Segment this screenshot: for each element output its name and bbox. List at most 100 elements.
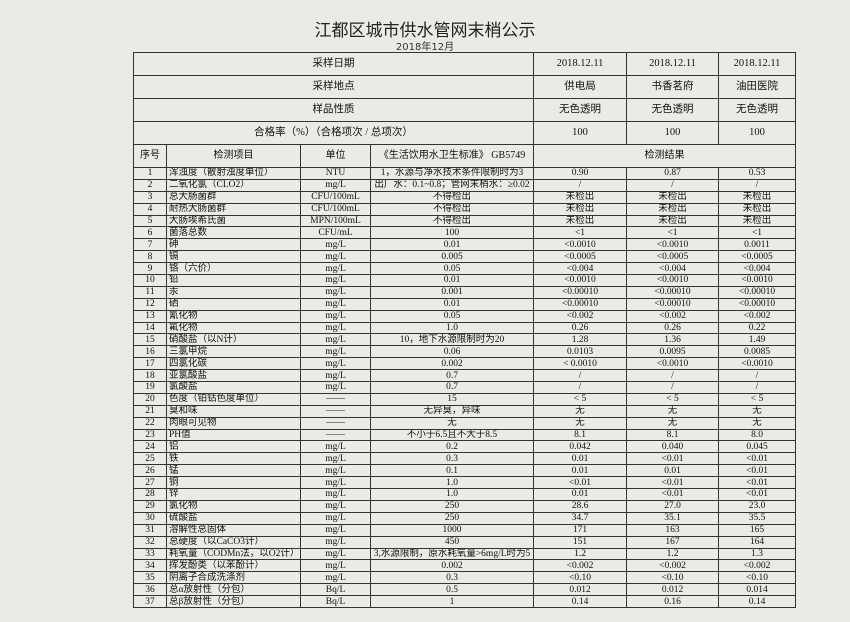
item: 锰	[166, 464, 301, 478]
standard: 1.0	[370, 488, 534, 501]
subtitle: 2018年12月	[395, 42, 455, 53]
result: 1.2	[533, 547, 627, 561]
unit: mg/L	[300, 499, 371, 513]
row-number: 29	[133, 499, 167, 513]
standard: 不小于6.5且不大于8.5	[370, 428, 534, 442]
result: 未检出	[718, 190, 796, 204]
meta-label: 样品性质	[133, 98, 534, 122]
standard: 1000	[370, 523, 534, 537]
result: <0.01	[533, 476, 627, 490]
result: 0.014	[718, 583, 796, 597]
item: 铬（六价）	[166, 262, 301, 276]
column-header: 序号	[133, 144, 167, 168]
unit: mg/L	[300, 440, 371, 454]
unit: mg/L	[300, 511, 371, 525]
standard: 0.002	[370, 559, 534, 573]
result: 无	[533, 404, 627, 418]
result: 34.7	[533, 511, 627, 525]
result: 0.0103	[533, 345, 627, 359]
item: 总α放射性（分包）	[166, 583, 301, 597]
meta-row: 样品性质 无色透明 无色透明 无色透明	[133, 98, 796, 122]
result: 35.5	[718, 511, 796, 525]
item: 铜	[166, 476, 301, 490]
item: 氯化物	[166, 499, 301, 513]
item: 汞	[166, 285, 301, 299]
result: 164	[718, 535, 796, 549]
row-number: 14	[133, 321, 167, 335]
result: 未检出	[626, 214, 719, 228]
result: 163	[626, 523, 719, 537]
row-number: 21	[133, 404, 167, 418]
row-number: 25	[133, 452, 167, 466]
result: <0.002	[533, 309, 627, 323]
row-number: 28	[133, 488, 167, 501]
result: 未检出	[626, 190, 719, 204]
result: 0.045	[718, 440, 796, 454]
standard: 0.1	[370, 464, 534, 478]
result: <0.002	[533, 559, 627, 573]
result: <0.002	[718, 559, 796, 573]
row-row: 26 锰 mg/L 0.1 0.01 0.01 <0.01	[133, 464, 796, 478]
row-row: 19 氯酸盐 mg/L 0.7// /	[133, 381, 796, 394]
row-number: 34	[133, 559, 167, 573]
row-row: 33 耗氧量（CODMn法，以O2计） mg/L 3,水源限制，原水耗氧量>6mg/L…	[133, 547, 796, 561]
result: <0.01	[718, 488, 796, 501]
standard: 不得检出	[370, 214, 534, 228]
item: 浑浊度（散射浊度单位）	[166, 167, 301, 180]
row-row: 12 硒 mg/L 0.01 <0.00010 <0.00010 <0.00010	[133, 297, 796, 311]
result: 0.14	[533, 595, 627, 608]
row-number: 2	[133, 178, 167, 192]
unit: ——	[300, 416, 371, 430]
row-number: 35	[133, 571, 167, 585]
result: <0.0010	[718, 274, 796, 287]
standard: 250	[370, 499, 534, 513]
row-row: 6 菌落总数 CFU/mL 100 <1 <1 <1	[133, 226, 796, 240]
row-number: 23	[133, 428, 167, 442]
row-number: 36	[133, 583, 167, 597]
standard: 0.01	[370, 238, 534, 252]
result: /	[718, 381, 796, 394]
row-number: 15	[133, 333, 167, 347]
item: 溶解性总固体	[166, 523, 301, 537]
result: 未检出	[533, 190, 627, 204]
result: /	[533, 178, 627, 192]
result: 1.49	[718, 333, 796, 347]
unit: mg/L	[300, 452, 371, 466]
result: /	[718, 178, 796, 192]
row-number: 24	[133, 440, 167, 454]
standard: 1	[370, 595, 534, 608]
meta-value: 油田医院	[718, 75, 796, 99]
result: <0.0005	[718, 250, 796, 264]
head-row: 序号 检测项目 单位 《生活饮用水卫生标准》 GB5749 检测结果	[133, 144, 796, 168]
meta-value: 供电局	[533, 75, 627, 99]
result: <0.0010	[626, 274, 719, 287]
result: 0.042	[533, 440, 627, 454]
column-header: 检测结果	[533, 144, 796, 168]
item: 菌落总数	[166, 226, 301, 240]
row-row: 10 铅 mg/L 0.01 <0.0010 <0.0010 <0.0010	[133, 274, 796, 287]
result: /	[533, 381, 627, 394]
unit: mg/L	[300, 250, 371, 264]
unit: mg/L	[300, 262, 371, 276]
row-number: 16	[133, 345, 167, 359]
standard: 0.06	[370, 345, 534, 359]
result: /	[718, 369, 796, 383]
title: 江都区城市供水管网末梢公示	[314, 21, 536, 41]
item: 二氧化氯（CLO2）	[166, 178, 301, 192]
row-row: 31 溶解性总固体 mg/L 1000 171 163 165	[133, 523, 796, 537]
unit: mg/L	[300, 309, 371, 323]
standard: 0.7	[370, 381, 534, 394]
standard: 0.05	[370, 309, 534, 323]
unit: mg/L	[300, 381, 371, 394]
unit: CFU/mL	[300, 226, 371, 240]
unit: mg/L	[300, 321, 371, 335]
unit: mg/L	[300, 345, 371, 359]
result: 8.0	[718, 428, 796, 442]
row-number: 3	[133, 190, 167, 204]
item: 硝酸盐（以N计）	[166, 333, 301, 347]
unit: Bq/L	[300, 595, 371, 608]
row-number: 19	[133, 381, 167, 394]
result: <0.01	[718, 452, 796, 466]
row-row: 14 氟化物 mg/L 1.0 0.26 0.26 0.22	[133, 321, 796, 335]
column-header: 单位	[300, 144, 371, 168]
